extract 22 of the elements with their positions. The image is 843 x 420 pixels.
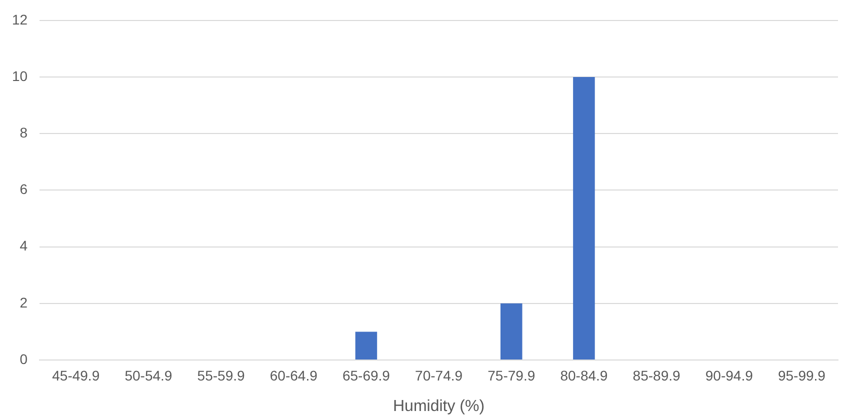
bar [500,303,522,360]
y-tick-label: 2 [20,294,28,310]
y-tick-label: 12 [12,11,28,28]
x-tick-label: 55-59.9 [197,367,245,384]
x-tick-label: 85-89.9 [632,367,680,384]
y-tick-label: 8 [20,124,28,140]
x-tick-label: 60-64.9 [270,367,318,384]
x-tick-label: 75-79.9 [488,367,536,384]
x-axis-title: Humidity (%) [393,398,485,415]
x-tick-label: 45-49.9 [52,367,100,384]
x-tick-label: 95-99.9 [778,367,826,384]
y-tick-label: 4 [20,238,28,254]
x-tick-label: 80-84.9 [560,367,608,384]
bar [573,77,595,360]
x-tick-label: 65-69.9 [342,367,390,384]
x-tick-label: 70-74.9 [415,367,463,384]
bar [355,332,378,360]
x-tick-label: 90-94.9 [705,367,754,384]
y-tick-label: 0 [20,350,28,367]
y-tick-label: 6 [20,181,28,198]
y-tick-label: 10 [12,68,28,84]
x-tick-label: 50-54.9 [124,367,172,384]
